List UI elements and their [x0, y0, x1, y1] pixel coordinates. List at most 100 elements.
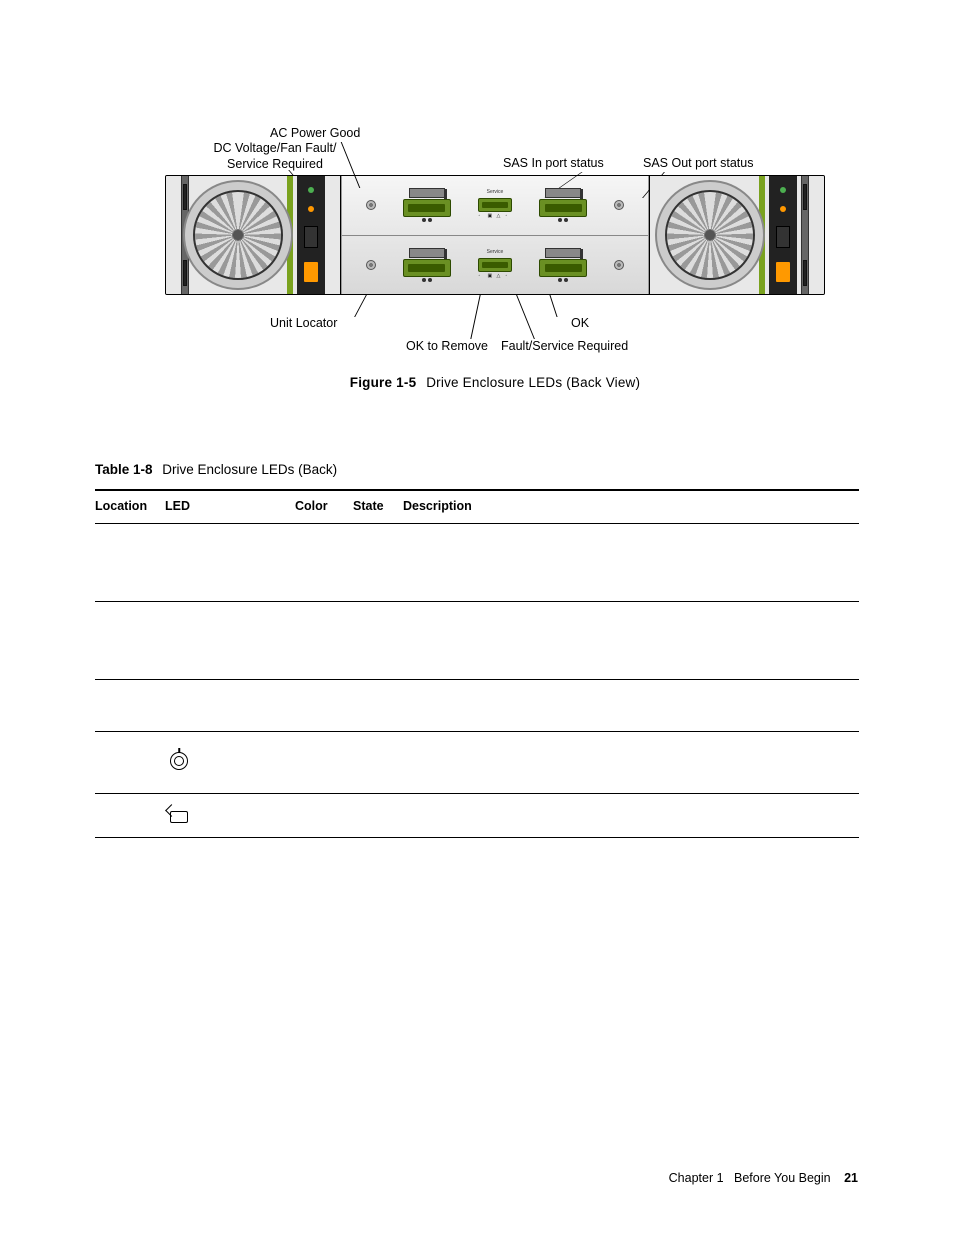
glyph: △ — [496, 213, 502, 219]
cell-description — [403, 680, 859, 732]
figure-top-callouts: AC Power Good DC Voltage/Fan Fault/Servi… — [165, 90, 825, 175]
page-footer: Chapter 1 Before You Begin 21 — [669, 1171, 858, 1185]
cell-led — [165, 602, 295, 680]
footer-section: Before You Begin — [734, 1171, 831, 1185]
cell-led — [165, 680, 295, 732]
leader-line — [549, 295, 557, 317]
port-label-icon — [545, 248, 581, 258]
locator-icon — [170, 752, 188, 770]
io-module-a: Service ◦ ▣ △ ◦ — [342, 176, 648, 236]
glyph: ▣ — [487, 273, 493, 279]
cell-location — [95, 602, 165, 680]
power-switch — [776, 226, 790, 248]
cell-location — [95, 524, 165, 602]
table-body — [95, 524, 859, 838]
cell-description — [403, 794, 859, 838]
col-led: LED — [165, 490, 295, 524]
leader-line — [354, 295, 367, 317]
sas-port — [539, 199, 587, 217]
glyph: △ — [496, 273, 502, 279]
cell-color — [295, 602, 353, 680]
document-page: AC Power Good DC Voltage/Fan Fault/Servi… — [0, 0, 954, 1235]
ok-to-remove-icon — [170, 807, 192, 821]
psu-led-column — [769, 176, 797, 294]
figure-id: Figure 1-5 — [350, 375, 417, 390]
table-row — [95, 602, 859, 680]
screw-icon — [366, 260, 376, 270]
power-switch — [304, 226, 318, 248]
sas-in-port-b — [403, 248, 451, 282]
glyph: ◦ — [478, 273, 484, 279]
callout-unit-locator: Unit Locator — [270, 316, 337, 330]
screw-icon — [614, 260, 624, 270]
sas-out-port-a — [539, 188, 587, 222]
led-amber — [780, 206, 786, 212]
cell-state — [353, 732, 403, 794]
leader-line — [516, 295, 535, 339]
table-row — [95, 524, 859, 602]
sas-port — [539, 259, 587, 277]
table-head: Location LED Color State Description — [95, 490, 859, 524]
table-row — [95, 680, 859, 732]
psu-right — [649, 176, 824, 294]
port-leds — [422, 278, 432, 282]
fan-icon — [193, 190, 283, 280]
psu-led-column — [297, 176, 325, 294]
cell-led — [165, 794, 295, 838]
cell-description — [403, 732, 859, 794]
service-port — [478, 258, 512, 272]
cell-color — [295, 794, 353, 838]
table-id: Table 1-8 — [95, 462, 153, 477]
cell-description — [403, 602, 859, 680]
ac-plug-icon — [775, 261, 791, 283]
psu-pcb-edge — [759, 176, 765, 294]
cell-led — [165, 524, 295, 602]
psu-handle — [801, 176, 809, 294]
callout-ok-to-remove: OK to Remove — [406, 339, 488, 353]
service-port-b: Service ◦ ▣ △ ◦ — [478, 251, 512, 279]
cell-state — [353, 602, 403, 680]
glyph: ◦ — [505, 213, 511, 219]
table-caption: Table 1-8 Drive Enclosure LEDs (Back) — [95, 462, 859, 477]
col-color: Color — [295, 490, 353, 524]
fan-icon — [665, 190, 755, 280]
io-modules: Service ◦ ▣ △ ◦ — [341, 176, 649, 294]
screw-icon — [614, 200, 624, 210]
port-leds — [558, 218, 568, 222]
cell-location — [95, 732, 165, 794]
callout-sas-in: SAS In port status — [503, 156, 604, 172]
hardware-illustration: Service ◦ ▣ △ ◦ — [165, 175, 825, 295]
glyph: ◦ — [478, 213, 484, 219]
leader-line — [470, 295, 480, 339]
figure-region: AC Power Good DC Voltage/Fan Fault/Servi… — [165, 90, 825, 390]
port-leds — [558, 278, 568, 282]
screw-icon — [366, 200, 376, 210]
col-description: Description — [403, 490, 859, 524]
ac-plug-icon — [303, 261, 319, 283]
figure-title: Drive Enclosure LEDs (Back View) — [426, 375, 640, 390]
led-green — [308, 187, 314, 193]
callout-fault-service: Fault/Service Required — [501, 339, 628, 353]
sas-out-port-b — [539, 248, 587, 282]
port-label-icon — [409, 188, 445, 198]
cell-location — [95, 680, 165, 732]
glyph: ▣ — [487, 213, 493, 219]
callout-dc-fault: DC Voltage/Fan Fault/Service Required — [185, 141, 365, 172]
footer-page: 21 — [844, 1171, 858, 1185]
status-glyph-strip: ◦ ▣ △ ◦ — [478, 213, 511, 219]
port-label-icon — [545, 188, 581, 198]
table-title: Drive Enclosure LEDs (Back) — [162, 462, 337, 477]
service-label: Service — [487, 189, 504, 195]
cell-state — [353, 680, 403, 732]
sas-in-port-a — [403, 188, 451, 222]
cell-state — [353, 794, 403, 838]
cell-description — [403, 524, 859, 602]
col-state: State — [353, 490, 403, 524]
table-row — [95, 794, 859, 838]
port-leds — [422, 218, 432, 222]
callout-ac-power: AC Power Good — [270, 126, 360, 142]
figure-bottom-callouts: Unit Locator OK OK to Remove Fault/Servi… — [165, 297, 825, 357]
led-amber — [308, 206, 314, 212]
led-table: Location LED Color State Description — [95, 489, 859, 838]
callout-sas-out: SAS Out port status — [643, 156, 753, 172]
